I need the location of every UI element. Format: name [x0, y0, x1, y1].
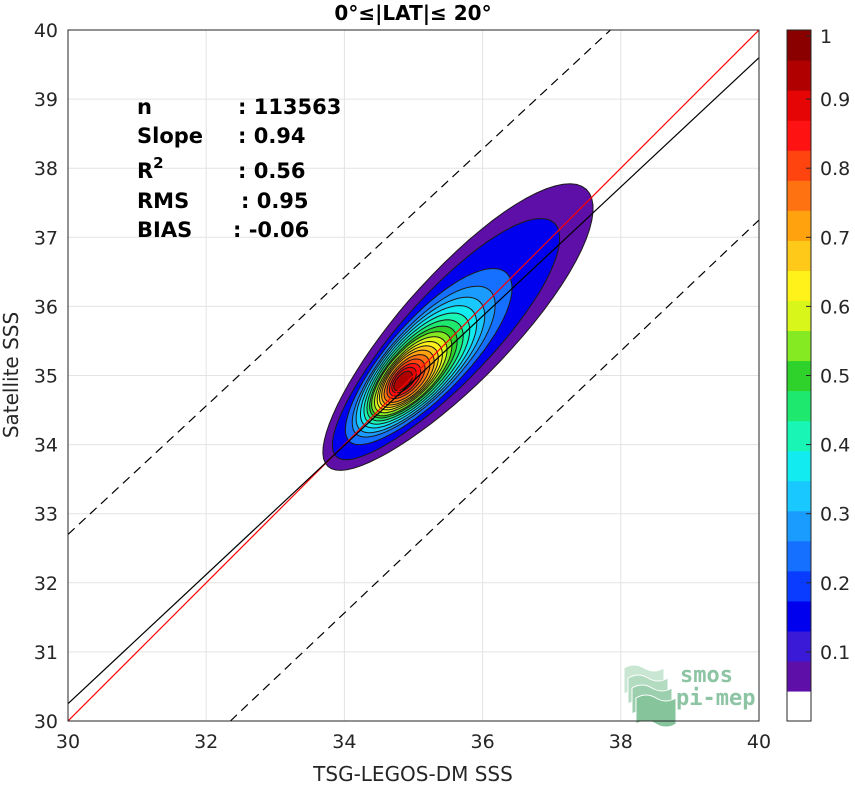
- plot-frame: [67, 29, 760, 722]
- stat-label: Slope: [137, 124, 203, 148]
- stat-value: : -0.06: [233, 218, 309, 242]
- logo-line2: pi-mep: [676, 686, 755, 711]
- y-tick-label: 30: [34, 711, 58, 733]
- y-axis-label: Satellite SSS: [0, 312, 23, 438]
- y-tick-label: 34: [34, 435, 58, 457]
- contour-level: [393, 370, 414, 392]
- colorbar-segment: [787, 300, 811, 332]
- x-tick-label: 32: [194, 731, 218, 753]
- x-axis-label: TSG-LEGOS-DM SSS: [312, 762, 513, 784]
- line-lower: [229, 219, 759, 721]
- colorbar-segment: [787, 420, 811, 452]
- stat-label: RMS: [137, 189, 189, 213]
- y-tick-label: 36: [34, 296, 58, 318]
- y-tick-label: 38: [34, 158, 58, 180]
- colorbar-segment: [787, 60, 811, 91]
- colorbar-segment: [787, 150, 811, 181]
- colorbar-tick-label: 0.5: [820, 366, 850, 388]
- logo-line1: smos: [680, 663, 733, 688]
- colorbar-segment: [787, 480, 811, 512]
- colorbar-tick-label: 0.6: [820, 296, 850, 318]
- stat-label: n: [137, 95, 152, 119]
- colorbar-tick-label: 1: [820, 26, 832, 48]
- chart-title: 0°≤|LAT|≤ 20°: [334, 1, 491, 25]
- y-tick-label: 32: [34, 573, 58, 595]
- stat-value: : 0.56: [238, 159, 306, 183]
- line-upper: [68, 30, 611, 535]
- x-tick-label: 34: [332, 731, 356, 753]
- x-tick-label: 40: [747, 731, 771, 753]
- stat-value: : 0.95: [241, 189, 309, 213]
- colorbar-segment: [787, 120, 811, 151]
- stat-label: BIAS: [137, 218, 192, 242]
- y-tick-label: 31: [34, 642, 58, 664]
- colorbar-segment: [787, 690, 811, 722]
- y-tick-label: 33: [34, 504, 58, 526]
- logo-graphic: [623, 664, 677, 728]
- colorbar-segment: [787, 570, 811, 602]
- colorbar-segment: [787, 630, 811, 662]
- regression-lines: [68, 30, 759, 721]
- y-tick-label: 37: [34, 227, 58, 249]
- stat-value: : 0.94: [238, 124, 306, 148]
- x-tick-label: 36: [471, 731, 495, 753]
- colorbar-segment: [787, 90, 811, 121]
- colorbar-segment: [787, 210, 811, 241]
- x-tick-label: 38: [609, 731, 633, 753]
- colorbar-tick-label: 0.3: [820, 504, 850, 526]
- colorbar-segment: [787, 240, 811, 271]
- line-fit: [68, 57, 759, 705]
- x-tick-label: 30: [56, 731, 80, 753]
- colorbar-segment: [787, 600, 811, 632]
- colorbar-tick-label: 0.4: [820, 435, 850, 457]
- y-tick-label: 39: [34, 89, 58, 111]
- y-tick-label: 40: [34, 20, 58, 42]
- colorbar-segment: [787, 540, 811, 572]
- colorbar-segment: [787, 30, 811, 61]
- colorbar-segment: [787, 330, 811, 362]
- stat-value: : 113563: [238, 95, 341, 119]
- colorbar-segment: [787, 390, 811, 422]
- colorbar-tick-label: 0.7: [820, 227, 850, 249]
- smos-pimep-logo: smos pi-mep: [623, 663, 755, 728]
- y-tick-label: 35: [34, 366, 58, 388]
- colorbar: 0.1 0.2 0.3 0.4 0.5 0.6 0.7 0.8 0.9 1: [786, 26, 850, 722]
- line-identity: [68, 30, 759, 721]
- y-axis-ticks: 30 31 32 33 34 35 36 37 38 39 40: [34, 20, 58, 733]
- colorbar-tick-label: 0.1: [820, 642, 850, 664]
- colorbar-segment: [787, 270, 811, 301]
- colorbar-tick-label: 0.2: [820, 573, 850, 595]
- colorbar-tick-label: 0.8: [820, 158, 850, 180]
- colorbar-segment: [787, 180, 811, 211]
- colorbar-segment: [787, 660, 811, 692]
- x-axis-ticks: 30 32 34 36 38 40: [56, 731, 771, 753]
- grid: [67, 29, 760, 722]
- colorbar-segment: [787, 510, 811, 542]
- colorbar-tick-label: 0.9: [820, 89, 850, 111]
- colorbar-segment: [787, 450, 811, 482]
